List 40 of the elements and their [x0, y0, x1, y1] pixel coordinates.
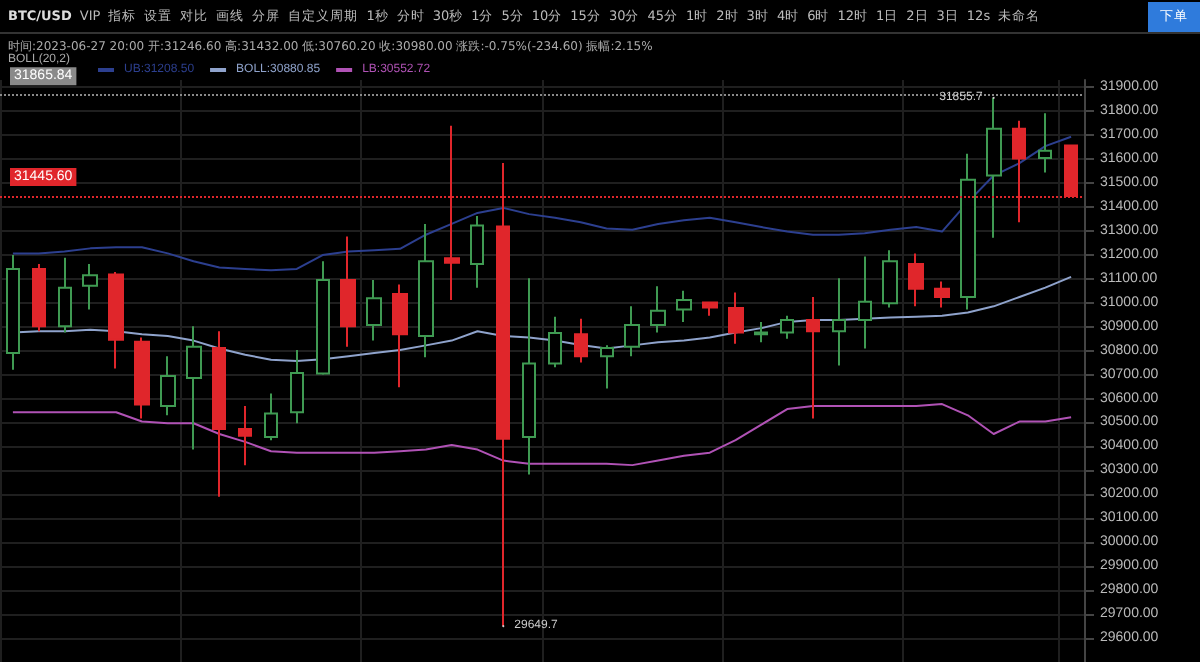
candlestick — [522, 277, 536, 476]
line-series — [11, 403, 1073, 467]
candlestick — [832, 277, 846, 367]
candlestick — [186, 325, 202, 451]
candlestick — [858, 255, 872, 350]
candlestick — [264, 392, 278, 442]
candlestick — [134, 336, 150, 420]
candlestick — [212, 330, 226, 498]
candlestick — [624, 305, 640, 358]
candlestick — [316, 260, 330, 376]
candlestick — [470, 215, 484, 289]
candlestick — [882, 249, 898, 309]
candlestick — [754, 320, 768, 344]
candlestick — [392, 283, 408, 389]
candlestick — [160, 355, 176, 417]
candlestick — [58, 256, 72, 334]
candlestick — [418, 222, 434, 359]
candlestick — [806, 295, 820, 420]
candlestick — [702, 301, 718, 317]
candlestick — [32, 262, 46, 333]
candlestick — [548, 315, 562, 369]
candlestick — [960, 152, 976, 311]
candlestick — [6, 254, 20, 371]
candlestick — [650, 285, 666, 334]
candlestick — [1038, 112, 1052, 174]
candlestick — [340, 235, 356, 348]
candlestick — [82, 262, 98, 311]
candlestick — [934, 280, 950, 309]
line-series — [11, 135, 1073, 272]
candlestick — [780, 314, 794, 340]
candlestick — [676, 289, 692, 323]
candlestick — [366, 278, 382, 342]
candlestick — [600, 344, 614, 390]
candlestick — [290, 348, 304, 425]
candlestick — [108, 271, 124, 370]
candlestick — [574, 317, 588, 364]
candlestick — [238, 404, 252, 467]
candlestick — [986, 96, 1002, 239]
candlestick — [908, 252, 924, 308]
candlestick — [728, 291, 744, 345]
